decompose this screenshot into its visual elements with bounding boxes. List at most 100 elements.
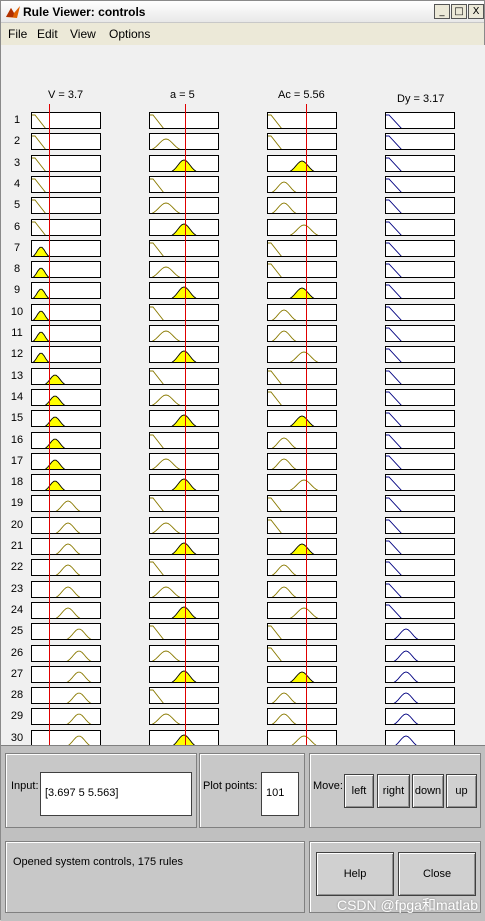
rule-1-v-plot[interactable] bbox=[31, 112, 101, 129]
rule-16-a-plot[interactable] bbox=[149, 431, 219, 449]
rule-26-dy-plot[interactable] bbox=[385, 644, 455, 662]
rule-11-dy-plot[interactable] bbox=[385, 325, 455, 342]
rule-29-v-plot[interactable] bbox=[31, 708, 101, 726]
rule-6-dy-plot[interactable] bbox=[385, 218, 455, 236]
rule-23-a-plot[interactable] bbox=[149, 580, 219, 598]
rule-21-dy-plot[interactable] bbox=[385, 538, 455, 555]
rule-19-ac-plot[interactable] bbox=[267, 495, 337, 513]
rule-1-dy-plot[interactable] bbox=[385, 112, 455, 129]
rule-4-a-plot[interactable] bbox=[149, 175, 219, 193]
rule-29-dy-plot[interactable] bbox=[385, 708, 455, 726]
rule-8-dy-plot[interactable] bbox=[385, 261, 455, 279]
move-down-button[interactable]: down bbox=[412, 774, 444, 808]
rule-9-v-plot[interactable] bbox=[31, 282, 101, 300]
rule-10-v-plot[interactable] bbox=[31, 303, 101, 321]
rule-2-v-plot[interactable] bbox=[31, 133, 101, 151]
rule-18-a-plot[interactable] bbox=[149, 474, 219, 492]
rule-27-ac-plot[interactable] bbox=[267, 665, 337, 683]
rule-12-dy-plot[interactable] bbox=[385, 346, 455, 364]
rule-10-ac-plot[interactable] bbox=[267, 303, 337, 321]
rule-14-dy-plot[interactable] bbox=[385, 388, 455, 406]
rule-28-v-plot[interactable] bbox=[31, 687, 101, 705]
rule-22-v-plot[interactable] bbox=[31, 559, 101, 577]
rule-30-dy-plot[interactable] bbox=[385, 729, 455, 745]
move-left-button[interactable]: left bbox=[344, 774, 374, 808]
rule-11-ac-plot[interactable] bbox=[267, 325, 337, 342]
input-field[interactable]: [3.697 5 5.563] bbox=[40, 772, 192, 816]
rule-17-v-plot[interactable] bbox=[31, 452, 101, 470]
rule-21-v-plot[interactable] bbox=[31, 538, 101, 555]
rule-27-dy-plot[interactable] bbox=[385, 665, 455, 683]
rule-5-a-plot[interactable] bbox=[149, 197, 219, 215]
rule-16-ac-plot[interactable] bbox=[267, 431, 337, 449]
rule-8-v-plot[interactable] bbox=[31, 261, 101, 279]
rule-17-ac-plot[interactable] bbox=[267, 452, 337, 470]
rule-5-v-plot[interactable] bbox=[31, 197, 101, 215]
rule-27-v-plot[interactable] bbox=[31, 665, 101, 683]
plot-points-field[interactable]: 101 bbox=[261, 772, 299, 816]
help-button[interactable]: Help bbox=[316, 852, 394, 896]
rule-3-ac-plot[interactable] bbox=[267, 154, 337, 172]
rule-2-a-plot[interactable] bbox=[149, 133, 219, 151]
rule-30-v-plot[interactable] bbox=[31, 729, 101, 745]
rule-13-ac-plot[interactable] bbox=[267, 367, 337, 385]
rule-14-a-plot[interactable] bbox=[149, 388, 219, 406]
rule-18-dy-plot[interactable] bbox=[385, 474, 455, 492]
rule-24-v-plot[interactable] bbox=[31, 601, 101, 619]
rule-18-ac-plot[interactable] bbox=[267, 474, 337, 492]
rule-16-dy-plot[interactable] bbox=[385, 431, 455, 449]
rule-9-a-plot[interactable] bbox=[149, 282, 219, 300]
rule-15-dy-plot[interactable] bbox=[385, 410, 455, 428]
menu-file[interactable]: File bbox=[8, 27, 28, 41]
rule-23-ac-plot[interactable] bbox=[267, 580, 337, 598]
rule-17-a-plot[interactable] bbox=[149, 452, 219, 470]
rule-13-a-plot[interactable] bbox=[149, 367, 219, 385]
menu-view[interactable]: View bbox=[70, 27, 96, 41]
rule-24-a-plot[interactable] bbox=[149, 601, 219, 619]
rule-17-dy-plot[interactable] bbox=[385, 452, 455, 470]
rule-2-dy-plot[interactable] bbox=[385, 133, 455, 151]
rule-23-v-plot[interactable] bbox=[31, 580, 101, 598]
rule-29-a-plot[interactable] bbox=[149, 708, 219, 726]
rule-22-dy-plot[interactable] bbox=[385, 559, 455, 577]
rule-8-a-plot[interactable] bbox=[149, 261, 219, 279]
rule-24-dy-plot[interactable] bbox=[385, 601, 455, 619]
rule-26-v-plot[interactable] bbox=[31, 644, 101, 662]
rule-22-ac-plot[interactable] bbox=[267, 559, 337, 577]
rule-30-ac-plot[interactable] bbox=[267, 729, 337, 745]
rule-15-v-plot[interactable] bbox=[31, 410, 101, 428]
rule-21-ac-plot[interactable] bbox=[267, 538, 337, 555]
rule-1-ac-plot[interactable] bbox=[267, 112, 337, 129]
rule-19-dy-plot[interactable] bbox=[385, 495, 455, 513]
rule-20-ac-plot[interactable] bbox=[267, 516, 337, 534]
rule-29-ac-plot[interactable] bbox=[267, 708, 337, 726]
rule-20-a-plot[interactable] bbox=[149, 516, 219, 534]
rule-24-ac-plot[interactable] bbox=[267, 601, 337, 619]
rule-4-v-plot[interactable] bbox=[31, 175, 101, 193]
rule-2-ac-plot[interactable] bbox=[267, 133, 337, 151]
move-right-button[interactable]: right bbox=[377, 774, 410, 808]
rule-27-a-plot[interactable] bbox=[149, 665, 219, 683]
rule-12-a-plot[interactable] bbox=[149, 346, 219, 364]
rule-25-a-plot[interactable] bbox=[149, 623, 219, 641]
rule-16-v-plot[interactable] bbox=[31, 431, 101, 449]
rule-9-dy-plot[interactable] bbox=[385, 282, 455, 300]
rule-8-ac-plot[interactable] bbox=[267, 261, 337, 279]
rule-6-v-plot[interactable] bbox=[31, 218, 101, 236]
rule-5-dy-plot[interactable] bbox=[385, 197, 455, 215]
a-input-indicator-line[interactable] bbox=[185, 104, 186, 745]
rule-28-dy-plot[interactable] bbox=[385, 687, 455, 705]
ac-input-indicator-line[interactable] bbox=[306, 104, 307, 745]
rule-25-ac-plot[interactable] bbox=[267, 623, 337, 641]
rule-7-ac-plot[interactable] bbox=[267, 239, 337, 257]
rule-22-a-plot[interactable] bbox=[149, 559, 219, 577]
rule-12-v-plot[interactable] bbox=[31, 346, 101, 364]
rule-10-a-plot[interactable] bbox=[149, 303, 219, 321]
rule-11-v-plot[interactable] bbox=[31, 325, 101, 342]
rule-14-v-plot[interactable] bbox=[31, 388, 101, 406]
rule-25-dy-plot[interactable] bbox=[385, 623, 455, 641]
rule-26-a-plot[interactable] bbox=[149, 644, 219, 662]
rule-4-ac-plot[interactable] bbox=[267, 175, 337, 193]
rule-26-ac-plot[interactable] bbox=[267, 644, 337, 662]
rule-7-v-plot[interactable] bbox=[31, 239, 101, 257]
